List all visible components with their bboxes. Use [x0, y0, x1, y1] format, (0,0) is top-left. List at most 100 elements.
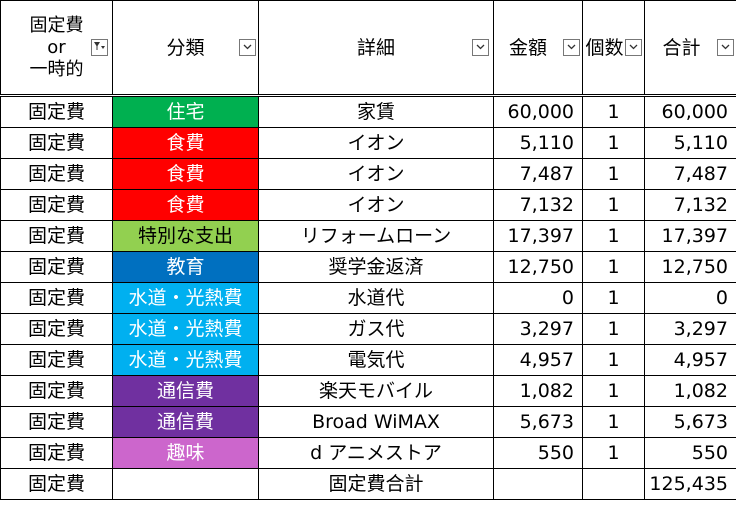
- category-cell[interactable]: 通信費: [112, 406, 259, 438]
- detail-cell[interactable]: 楽天モバイル: [258, 375, 494, 407]
- header-amount-label: 金額: [508, 36, 547, 59]
- total-cell[interactable]: 5,673: [644, 406, 736, 438]
- amount-cell[interactable]: 3,297: [493, 313, 583, 345]
- table-row: 固定費 食費 イオン 7,487 1 7,487: [0, 158, 736, 190]
- dropdown-arrow-icon[interactable]: [717, 39, 734, 56]
- category-cell[interactable]: 水道・光熱費: [112, 282, 259, 314]
- detail-cell[interactable]: イオン: [258, 158, 494, 190]
- detail-cell[interactable]: 奨学金返済: [258, 251, 494, 283]
- amount-cell[interactable]: 7,487: [493, 158, 583, 190]
- dropdown-arrow-icon[interactable]: [239, 39, 256, 56]
- summary-row: 固定費 固定費合計 125,435: [0, 468, 736, 500]
- type-cell[interactable]: 固定費: [0, 282, 113, 314]
- type-cell[interactable]: 固定費: [0, 406, 113, 438]
- detail-cell[interactable]: 水道代: [258, 282, 494, 314]
- total-cell[interactable]: 17,397: [644, 220, 736, 252]
- type-cell[interactable]: 固定費: [0, 189, 113, 221]
- header-row: 固定費 or 一時的 分類 詳細 金: [0, 0, 736, 97]
- category-cell[interactable]: 水道・光熱費: [112, 313, 259, 345]
- header-type-line1: 固定費: [29, 14, 84, 36]
- detail-cell[interactable]: リフォームローン: [258, 220, 494, 252]
- amount-cell[interactable]: 550: [493, 437, 583, 469]
- type-cell[interactable]: 固定費: [0, 375, 113, 407]
- total-cell[interactable]: 4,957: [644, 344, 736, 376]
- amount-cell[interactable]: 12,750: [493, 251, 583, 283]
- total-cell[interactable]: 0: [644, 282, 736, 314]
- type-cell[interactable]: 固定費: [0, 344, 113, 376]
- table-row: 固定費 住宅 家賃 60,000 1 60,000: [0, 95, 736, 128]
- detail-cell[interactable]: イオン: [258, 127, 494, 159]
- count-cell[interactable]: 1: [582, 375, 645, 407]
- category-cell[interactable]: 食費: [112, 127, 259, 159]
- count-cell[interactable]: 1: [582, 313, 645, 345]
- type-cell[interactable]: 固定費: [0, 220, 113, 252]
- amount-cell[interactable]: 7,132: [493, 189, 583, 221]
- total-cell[interactable]: 7,487: [644, 158, 736, 190]
- total-cell[interactable]: 5,110: [644, 127, 736, 159]
- amount-cell[interactable]: 1,082: [493, 375, 583, 407]
- detail-cell[interactable]: 電気代: [258, 344, 494, 376]
- detail-cell[interactable]: 家賃: [258, 95, 494, 128]
- filter-active-icon[interactable]: [91, 39, 108, 56]
- type-cell[interactable]: 固定費: [0, 251, 113, 283]
- category-cell[interactable]: 水道・光熱費: [112, 344, 259, 376]
- dropdown-arrow-icon[interactable]: [563, 39, 580, 56]
- table-row: 固定費 食費 イオン 7,132 1 7,132: [0, 189, 736, 221]
- table-body: 固定費 住宅 家賃 60,000 1 60,000 固定費 食費 イオン 5,110 1 5,110 固…: [0, 95, 736, 469]
- count-cell[interactable]: 1: [582, 251, 645, 283]
- category-cell[interactable]: 住宅: [112, 95, 259, 128]
- category-cell[interactable]: 通信費: [112, 375, 259, 407]
- count-cell[interactable]: 1: [582, 344, 645, 376]
- count-cell[interactable]: 1: [582, 437, 645, 469]
- category-cell[interactable]: 趣味: [112, 437, 259, 469]
- amount-cell[interactable]: 5,673: [493, 406, 583, 438]
- type-cell[interactable]: 固定費: [0, 127, 113, 159]
- detail-cell[interactable]: d アニメストア: [258, 437, 494, 469]
- table-row: 固定費 水道・光熱費 ガス代 3,297 1 3,297: [0, 313, 736, 345]
- count-cell[interactable]: 1: [582, 127, 645, 159]
- count-cell[interactable]: 1: [582, 189, 645, 221]
- type-cell[interactable]: 固定費: [0, 313, 113, 345]
- count-cell[interactable]: 1: [582, 95, 645, 128]
- table-row: 固定費 特別な支出 リフォームローン 17,397 1 17,397: [0, 220, 736, 252]
- total-cell[interactable]: 7,132: [644, 189, 736, 221]
- dropdown-arrow-icon[interactable]: [625, 39, 642, 56]
- count-cell[interactable]: 1: [582, 282, 645, 314]
- category-cell[interactable]: 食費: [112, 189, 259, 221]
- table-row: 固定費 通信費 Broad WiMAX 5,673 1 5,673: [0, 406, 736, 438]
- total-cell[interactable]: 550: [644, 437, 736, 469]
- table-row: 固定費 水道・光熱費 水道代 0 1 0: [0, 282, 736, 314]
- amount-cell[interactable]: 60,000: [493, 95, 583, 128]
- summary-amount-cell[interactable]: [493, 468, 583, 500]
- type-cell[interactable]: 固定費: [0, 95, 113, 128]
- amount-cell[interactable]: 4,957: [493, 344, 583, 376]
- table-row: 固定費 水道・光熱費 電気代 4,957 1 4,957: [0, 344, 736, 376]
- total-cell[interactable]: 1,082: [644, 375, 736, 407]
- detail-cell[interactable]: ガス代: [258, 313, 494, 345]
- header-type-line3: 一時的: [29, 58, 84, 80]
- summary-label-cell[interactable]: 固定費合計: [258, 468, 494, 500]
- count-cell[interactable]: 1: [582, 406, 645, 438]
- count-cell[interactable]: 1: [582, 158, 645, 190]
- type-cell[interactable]: 固定費: [0, 437, 113, 469]
- total-cell[interactable]: 3,297: [644, 313, 736, 345]
- dropdown-arrow-icon[interactable]: [472, 39, 489, 56]
- amount-cell[interactable]: 0: [493, 282, 583, 314]
- summary-total-cell[interactable]: 125,435: [644, 468, 736, 500]
- table-row: 固定費 通信費 楽天モバイル 1,082 1 1,082: [0, 375, 736, 407]
- summary-count-cell[interactable]: [582, 468, 645, 500]
- category-cell[interactable]: 教育: [112, 251, 259, 283]
- category-cell[interactable]: 特別な支出: [112, 220, 259, 252]
- category-cell[interactable]: 食費: [112, 158, 259, 190]
- amount-cell[interactable]: 5,110: [493, 127, 583, 159]
- type-cell[interactable]: 固定費: [0, 158, 113, 190]
- count-cell[interactable]: 1: [582, 220, 645, 252]
- total-cell[interactable]: 12,750: [644, 251, 736, 283]
- detail-cell[interactable]: イオン: [258, 189, 494, 221]
- summary-category-cell[interactable]: [112, 468, 259, 500]
- total-cell[interactable]: 60,000: [644, 95, 736, 128]
- summary-type-cell[interactable]: 固定費: [0, 468, 113, 500]
- detail-cell[interactable]: Broad WiMAX: [258, 406, 494, 438]
- amount-cell[interactable]: 17,397: [493, 220, 583, 252]
